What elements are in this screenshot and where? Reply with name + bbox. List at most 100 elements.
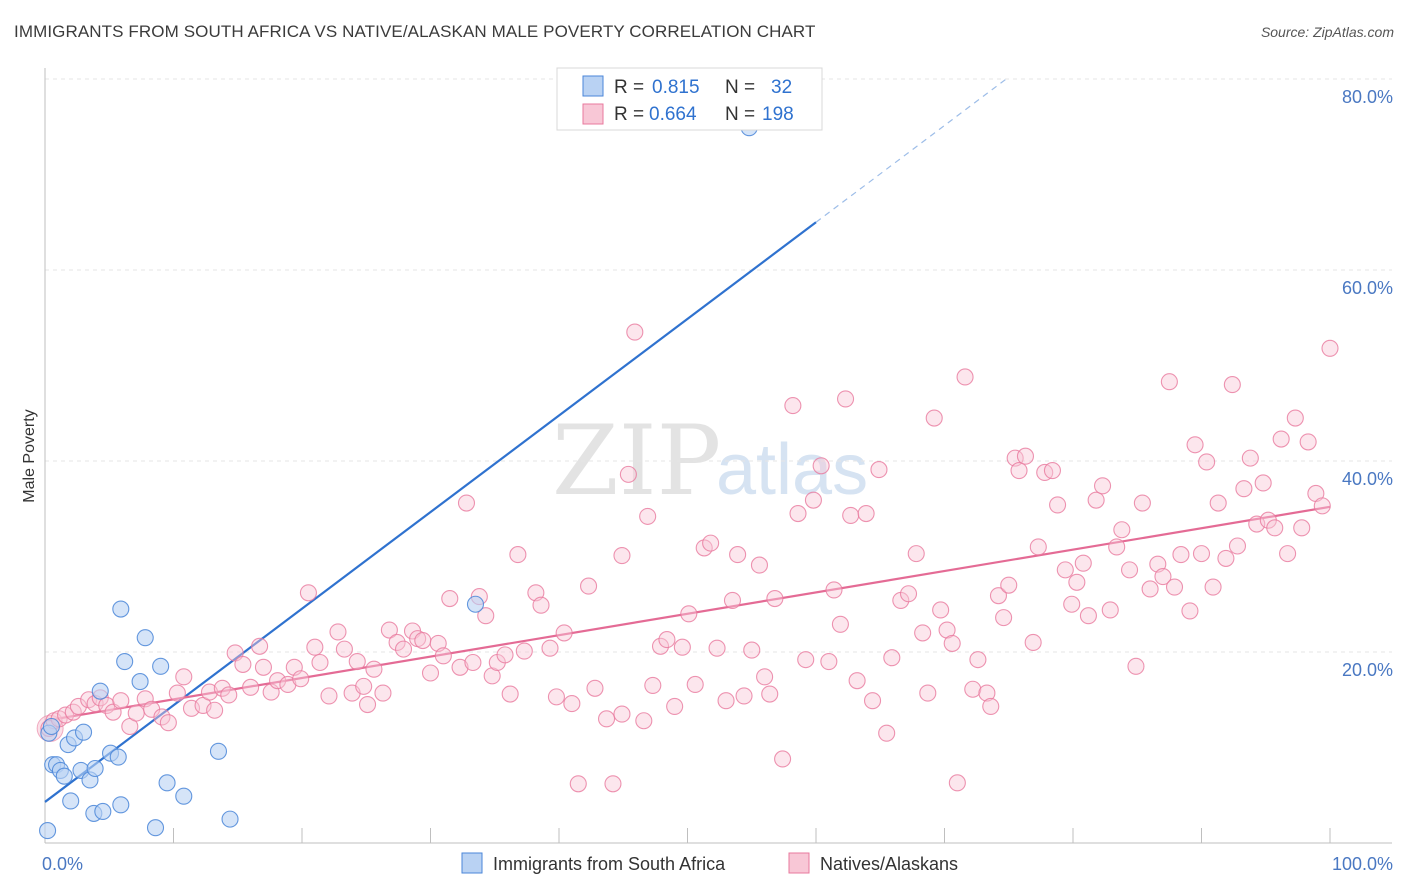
point-immigrants — [221, 810, 239, 828]
y-axis-label: Male Poverty — [21, 409, 38, 502]
point-natives — [532, 596, 550, 614]
point-natives — [723, 591, 742, 609]
point-natives — [1079, 607, 1097, 625]
trend-line-natives — [44, 505, 1331, 722]
trend-lines — [44, 76, 1331, 803]
point-natives — [365, 660, 383, 678]
point-natives — [1074, 554, 1092, 572]
point-natives — [355, 677, 373, 695]
point-natives — [306, 638, 324, 656]
point-natives — [541, 639, 559, 657]
point-immigrants — [39, 822, 57, 840]
x-tick-label-start: 0.0% — [42, 854, 83, 874]
point-natives — [254, 658, 273, 676]
point-natives — [1113, 521, 1131, 539]
correlation-legend: R = 0.815 N = 32 R = 0.664 N = 198 — [556, 67, 823, 131]
point-natives — [604, 775, 622, 793]
point-natives — [613, 546, 631, 565]
point-natives — [136, 690, 154, 708]
point-natives — [784, 397, 802, 415]
point-natives — [586, 679, 604, 697]
point-natives — [547, 688, 565, 706]
series-swatch-pink — [788, 852, 810, 874]
point-natives — [1204, 578, 1222, 596]
point-natives — [213, 679, 231, 697]
point-natives — [153, 708, 171, 726]
chart-title: IMMIGRANTS FROM SOUTH AFRICA VS NATIVE/A… — [14, 22, 816, 41]
point-natives — [320, 687, 338, 705]
point-natives — [883, 649, 901, 667]
point-natives — [496, 646, 514, 664]
point-immigrants — [146, 819, 165, 837]
point-natives — [831, 615, 849, 633]
watermark-atlas: atlas — [716, 430, 868, 510]
point-natives — [335, 640, 353, 658]
point-natives — [1198, 453, 1216, 471]
y-tick-label: 80.0% — [1342, 87, 1393, 107]
point-natives — [978, 684, 996, 702]
point-natives — [175, 668, 193, 686]
y-tick-label: 40.0% — [1342, 469, 1393, 489]
point-natives — [1043, 461, 1061, 480]
point-natives — [1120, 561, 1139, 579]
point-natives — [717, 692, 735, 710]
point-natives — [1127, 657, 1145, 675]
point-natives — [658, 631, 676, 649]
point-natives — [1094, 477, 1112, 495]
point-natives — [1321, 339, 1339, 357]
point-natives — [69, 697, 87, 715]
point-natives — [982, 697, 1000, 715]
point-natives — [1160, 373, 1178, 391]
legend-n-value-2: 198 — [762, 104, 794, 125]
point-natives — [708, 639, 726, 657]
point-immigrants — [116, 652, 134, 671]
point-natives — [686, 675, 704, 694]
point-natives — [358, 695, 377, 714]
point-natives — [613, 705, 631, 723]
point-immigrants — [175, 787, 193, 805]
point-natives — [774, 750, 792, 768]
point-immigrants — [42, 717, 60, 736]
legend-n-label-1: N = — [725, 77, 755, 98]
point-natives — [938, 621, 956, 639]
point-natives — [112, 692, 130, 710]
legend-n-value-1: 32 — [771, 77, 792, 98]
point-natives — [878, 724, 896, 742]
tick-labels: 20.0% 40.0% 60.0% 80.0% 0.0% 100.0% — [42, 87, 1393, 874]
point-natives — [907, 545, 925, 563]
point-natives — [857, 504, 875, 523]
point-natives — [1293, 519, 1311, 537]
point-natives — [451, 658, 469, 676]
point-natives — [812, 457, 830, 475]
point-natives — [1049, 496, 1067, 514]
point-natives — [569, 775, 587, 793]
point-natives — [127, 704, 145, 722]
point-immigrants — [109, 748, 127, 766]
point-natives — [1235, 480, 1253, 498]
point-natives — [1181, 602, 1199, 620]
point-natives — [932, 601, 950, 619]
point-natives — [1186, 436, 1204, 454]
point-natives — [1172, 546, 1190, 564]
point-natives — [735, 687, 753, 705]
point-immigrants — [466, 595, 485, 613]
point-natives — [1241, 449, 1259, 467]
point-natives — [1192, 545, 1211, 563]
point-natives — [651, 637, 670, 655]
point-natives — [919, 684, 937, 702]
point-natives — [580, 577, 598, 595]
point-natives — [483, 667, 501, 685]
point-natives — [837, 390, 855, 408]
point-natives — [1266, 519, 1284, 537]
point-natives — [394, 640, 413, 658]
point-natives — [1101, 601, 1119, 619]
point-immigrants — [209, 742, 228, 760]
series-label-immigrants: Immigrants from South Africa — [493, 854, 726, 874]
point-natives — [457, 494, 476, 512]
point-natives — [1000, 576, 1018, 594]
point-natives — [168, 684, 186, 702]
point-natives — [388, 633, 406, 652]
point-natives — [509, 546, 527, 564]
point-natives — [234, 655, 252, 673]
